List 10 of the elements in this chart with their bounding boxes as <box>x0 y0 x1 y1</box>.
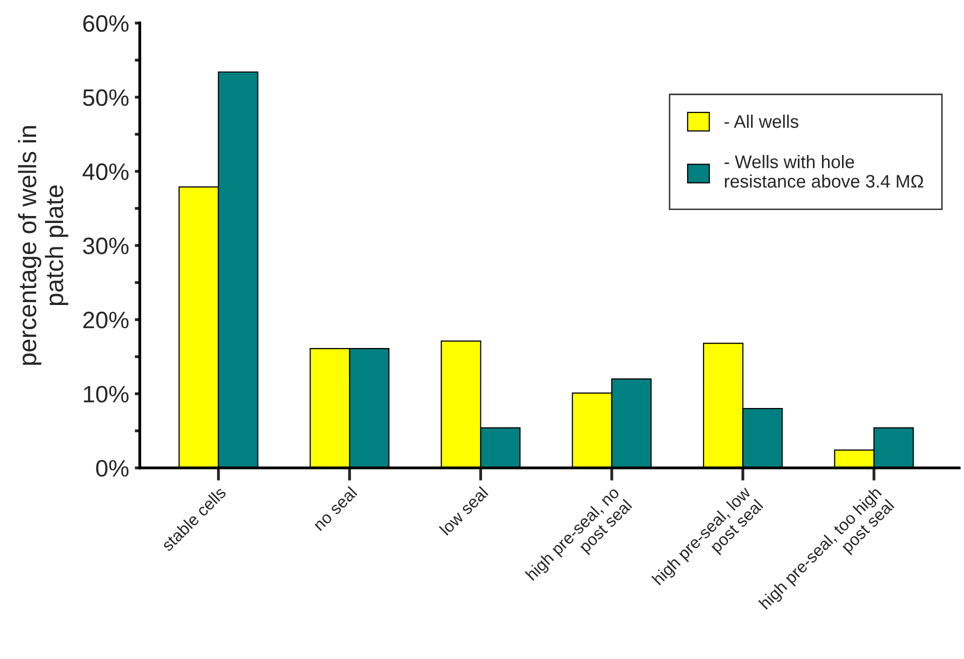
y-tick-label: 10% <box>84 386 129 403</box>
y-axis-title: percentage of wells in patch plate <box>18 126 68 365</box>
y-tick-label: 60% <box>83 15 129 32</box>
legend-label: - All wells <box>724 114 798 128</box>
y-tick-label: 50% <box>83 89 129 106</box>
y-tick-label: 30% <box>83 238 129 254</box>
y-tick-label: 20% <box>83 312 129 328</box>
y-tick-label: 0% <box>96 460 129 477</box>
legend-label: - Wells with hole resistance above 3.4 MΩ <box>724 154 924 188</box>
y-tick-label: 40% <box>82 163 129 180</box>
